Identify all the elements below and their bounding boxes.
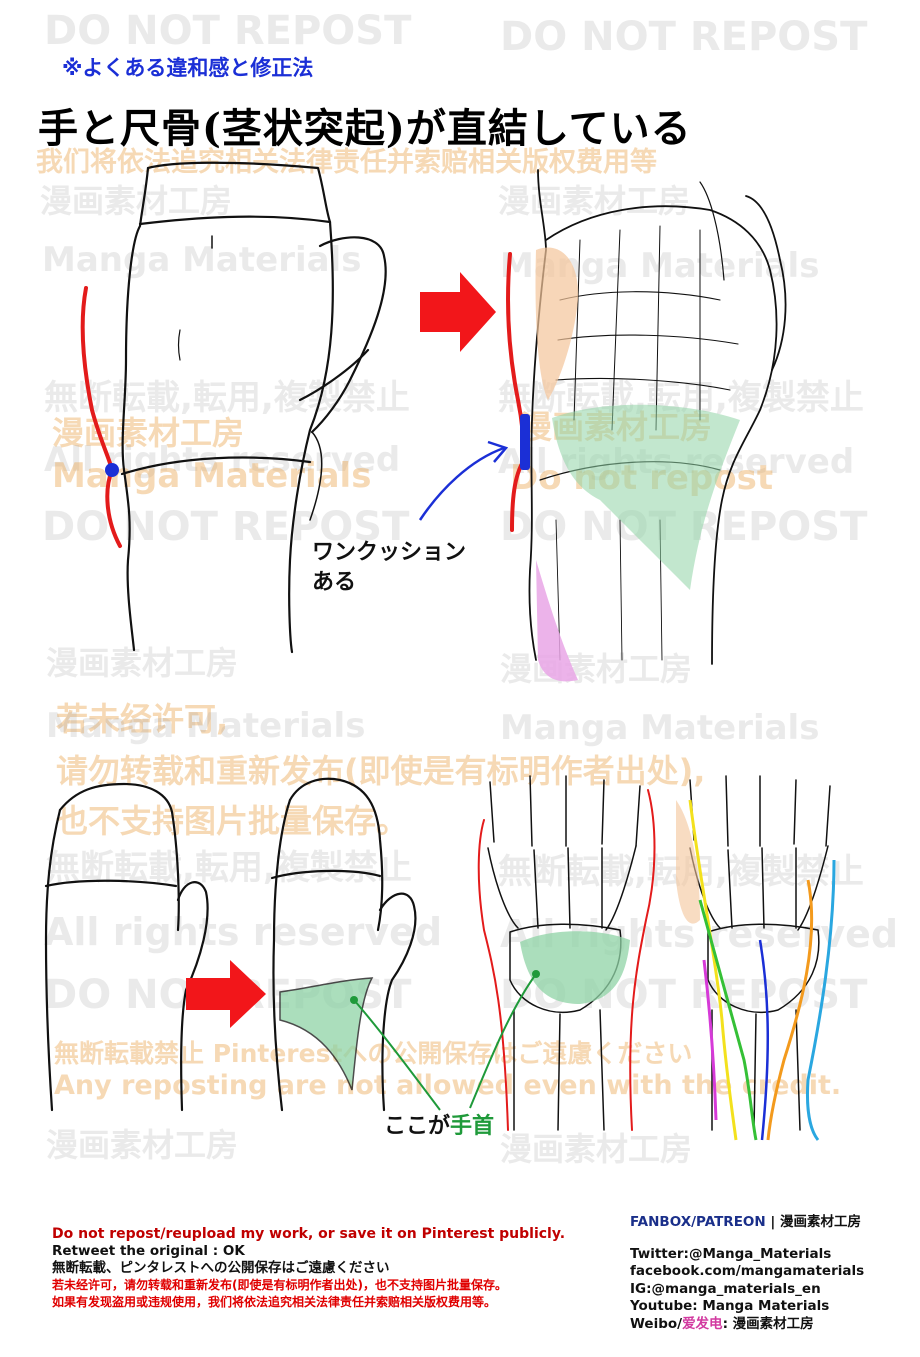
- footer-line-cn2: 如果有发现盗用或违规使用，我们将依法追究相关法律责任并索赔相关版权费用等。: [52, 1295, 497, 1309]
- red-indicator-lines: [80, 252, 527, 548]
- fanbox-link[interactable]: FANBOX/PATREON: [630, 1214, 766, 1230]
- cushion-label-line1: ワンクッション: [312, 540, 467, 565]
- subheading: ※よくある違和感と修正法: [62, 56, 314, 80]
- footer: Do not repost/reupload my work, or save …: [0, 1192, 920, 1357]
- instagram-link[interactable]: IG:@manga_materials_en: [630, 1280, 821, 1297]
- page-title: 手と尺骨(茎状突起)が直結している: [38, 105, 692, 152]
- wrist-pointer-lines: [353, 973, 537, 1111]
- joint-marker: [105, 463, 119, 477]
- arrow-right-icon: [186, 960, 266, 1028]
- pointer-dot: [532, 970, 540, 978]
- footer-line-jp: 無断転載、ピンタレストへの公開保存はご遠慮ください: [52, 1260, 390, 1276]
- wrist-label-highlight: 手首: [450, 1114, 495, 1139]
- wrist-label-prefix: ここが: [384, 1114, 451, 1139]
- footer-line-retweet: Retweet the original : OK: [52, 1243, 245, 1259]
- twitter-link[interactable]: Twitter:@Manga_Materials: [630, 1245, 832, 1262]
- footer-links: FANBOX/PATREON | 漫画素材工房 Twitter:@Manga_M…: [630, 1214, 864, 1333]
- afdian-link[interactable]: 爱发电: [682, 1315, 723, 1332]
- weibo-suffix: : 漫画素材工房: [722, 1315, 814, 1332]
- fanbox-name: 漫画素材工房: [780, 1214, 862, 1230]
- facebook-link[interactable]: facebook.com/mangamaterials: [630, 1263, 865, 1279]
- weibo-prefix[interactable]: Weibo/: [630, 1315, 683, 1332]
- cushion-label-line2: ある: [312, 570, 357, 595]
- footer-line-repost: Do not repost/reupload my work, or save …: [52, 1226, 566, 1242]
- fanbox-line: FANBOX/PATREON | 漫画素材工房: [630, 1214, 864, 1232]
- hand-drawing-wrist: [270, 777, 417, 1112]
- cushion-marker: [520, 414, 530, 470]
- pointer-arrow-icon: [418, 446, 505, 521]
- highlight-layer: [279, 247, 836, 1141]
- cushion-label: ワンクッション ある: [312, 538, 466, 598]
- pointer-arrowhead-icon: [487, 440, 509, 463]
- arrow-right-icon: [420, 272, 496, 352]
- wrist-label: ここが手首: [384, 1112, 494, 1142]
- youtube-link[interactable]: Youtube: Manga Materials: [630, 1298, 830, 1314]
- hand-drawing-corrected: [528, 169, 787, 665]
- footer-notice: Do not repost/reupload my work, or save …: [52, 1226, 565, 1311]
- hand-drawing-mitten: [44, 782, 209, 1112]
- skeleton-drawing-left: [477, 775, 656, 1131]
- footer-line-cn1: 若未经许可，请勿转载和重新发布(即使是有标明作者出处)，也不支持图片批量保存。: [52, 1278, 507, 1292]
- pointer-dot: [350, 996, 358, 1004]
- hand-drawing-incorrect: [120, 161, 387, 654]
- weibo-line: Weibo/爱发电: 漫画素材工房: [630, 1316, 864, 1334]
- fanbox-separator: |: [765, 1214, 781, 1230]
